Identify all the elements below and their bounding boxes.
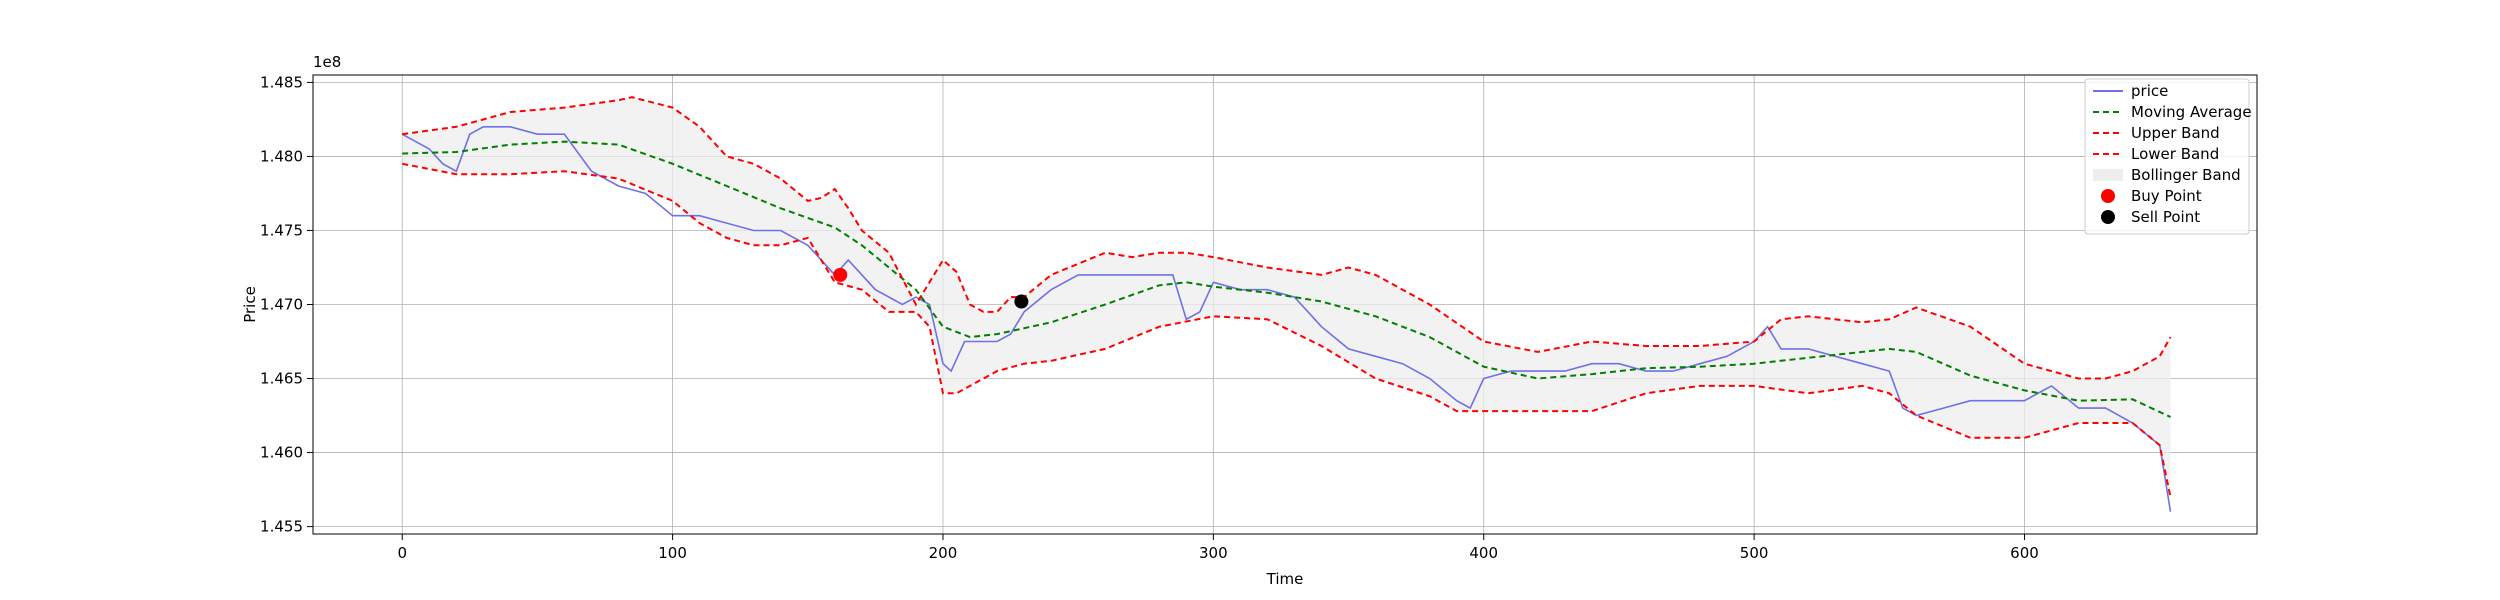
buy-point — [833, 267, 848, 282]
y-tick-label: 1.480 — [260, 147, 303, 165]
legend-sell-swatch — [2101, 210, 2115, 224]
legend-buy-swatch — [2101, 189, 2115, 203]
x-ticks: 0 100 200 300 400 500 600 — [397, 534, 2039, 562]
x-tick-label: 500 — [1740, 544, 1769, 562]
y-ticks: 1.455 1.460 1.465 1.470 1.475 1.480 1.485 — [260, 73, 313, 536]
y-tick-label: 1.455 — [260, 518, 303, 536]
lower-band-line — [402, 162, 2172, 498]
series-lines — [401, 96, 2172, 512]
legend-box — [2084, 78, 2250, 235]
y-axis-label: Price — [241, 286, 259, 323]
bollinger-band-fill — [402, 97, 2171, 497]
sell-point — [1014, 294, 1029, 309]
upper-band-line — [402, 96, 2172, 380]
legend-label: Bollinger Band — [2131, 166, 2241, 184]
legend-label: Sell Point — [2131, 208, 2200, 226]
x-tick-label: 300 — [1199, 544, 1228, 562]
signal-points — [833, 267, 1029, 309]
legend-fill-swatch — [2093, 169, 2123, 181]
y-tick-label: 1.460 — [260, 444, 303, 462]
bollinger-band-area — [402, 97, 2171, 497]
legend-label: Buy Point — [2131, 187, 2202, 205]
y-tick-label: 1.475 — [260, 221, 303, 239]
x-axis-label: Time — [1266, 570, 1304, 588]
legend-label: Lower Band — [2131, 145, 2219, 163]
legend-label: Upper Band — [2131, 124, 2220, 142]
legend-label: price — [2131, 82, 2168, 100]
legend: price Moving Average Upper Band Lower Band B… — [2084, 78, 2252, 235]
x-tick-label: 400 — [1469, 544, 1498, 562]
y-offset-label: 1e8 — [313, 53, 341, 71]
legend-label: Moving Average — [2131, 103, 2252, 121]
x-tick-label: 100 — [658, 544, 687, 562]
y-tick-label: 1.465 — [260, 370, 303, 388]
y-tick-label: 1.485 — [260, 73, 303, 91]
x-tick-label: 0 — [397, 544, 407, 562]
moving-average-line — [402, 140, 2171, 418]
x-tick-label: 600 — [2010, 544, 2039, 562]
y-tick-label: 1.470 — [260, 296, 303, 314]
price-line — [401, 126, 2172, 512]
x-tick-label: 200 — [929, 544, 958, 562]
